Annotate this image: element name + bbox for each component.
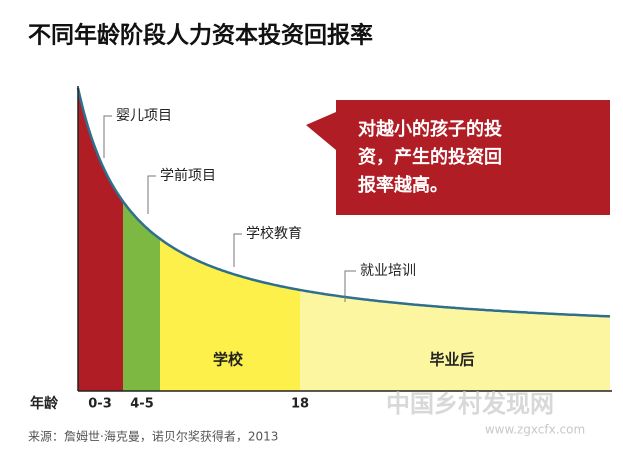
callout-text: 报率越高。 [358, 174, 448, 196]
leader [147, 175, 156, 214]
areas [78, 88, 610, 391]
watermark: 中国乡村发现网 [386, 390, 554, 418]
area [123, 201, 160, 391]
curve [76, 87, 611, 318]
label: 学前项目 [160, 167, 216, 184]
label: 婴儿项目 [116, 108, 172, 124]
label: 就业培训 [360, 263, 416, 279]
axis-label: 年龄 [30, 395, 59, 412]
source: 来源：詹姆世·海克曼，诺贝尔奖获得者，2013 [28, 429, 278, 444]
tick-label: 18 [291, 397, 309, 412]
region-label: 毕业后 [429, 351, 474, 369]
leaders [103, 115, 356, 302]
region-label: 学校 [213, 351, 244, 369]
title: 不同年龄阶段人力资本投资回报率 [28, 22, 373, 49]
tick-label: 0-3 [88, 397, 112, 412]
callout-text: 资，产生的投资回 [358, 146, 502, 168]
watermark-url: www.zgxcfx.com [485, 423, 585, 437]
leader [233, 233, 242, 267]
area [160, 238, 300, 391]
callout-box [306, 100, 610, 215]
callout-text: 对越小的孩子的投 [358, 118, 502, 140]
tick-label: 4-5 [130, 397, 154, 412]
area [300, 290, 610, 391]
label: 学校教育 [246, 225, 302, 242]
leader [103, 115, 112, 158]
leader [344, 270, 356, 302]
area [78, 88, 123, 391]
